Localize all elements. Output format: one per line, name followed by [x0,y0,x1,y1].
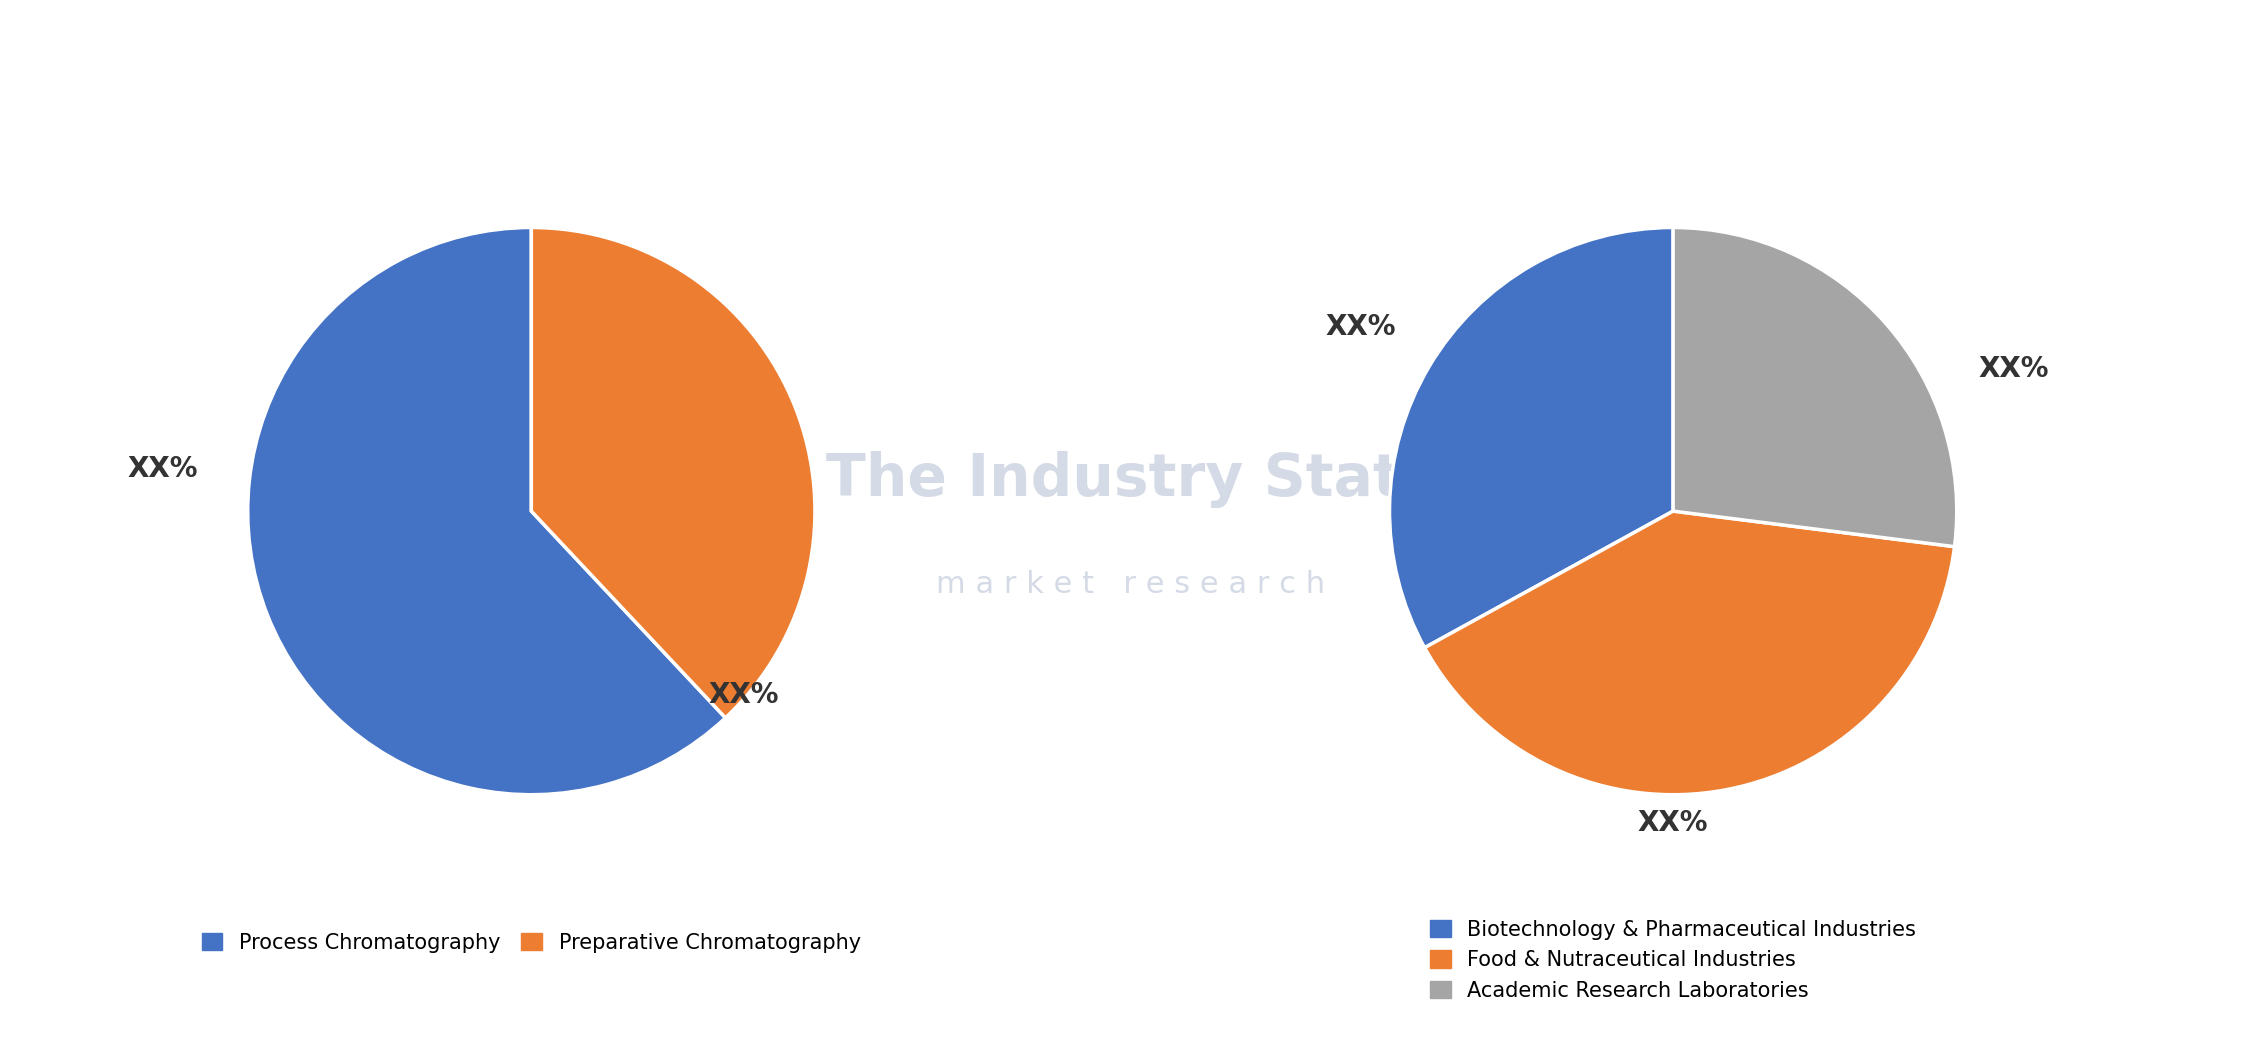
Text: Website: www.theindustrystats.com: Website: www.theindustrystats.com [1816,1004,2216,1023]
Wedge shape [1424,511,1954,795]
Legend: Biotechnology & Pharmaceutical Industries, Food & Nutraceutical Industries, Acad: Biotechnology & Pharmaceutical Industrie… [1422,911,1924,1008]
Wedge shape [1391,227,1673,647]
Wedge shape [249,227,726,795]
Wedge shape [1673,227,1956,547]
Text: XX%: XX% [1637,809,1709,837]
Text: XX%: XX% [1978,355,2048,383]
Text: The Industry Stats: The Industry Stats [825,451,1436,508]
Text: Fig. Global Process and Preparative Chromatography Market Share by Product Types: Fig. Global Process and Preparative Chro… [45,33,1675,60]
Text: m a r k e t   r e s e a r c h: m a r k e t r e s e a r c h [936,570,1325,600]
Text: XX%: XX% [127,454,199,483]
Wedge shape [531,227,814,718]
Legend: Process Chromatography, Preparative Chromatography: Process Chromatography, Preparative Chro… [192,925,870,961]
Text: Source: Theindustrystats Analysis: Source: Theindustrystats Analysis [45,1004,421,1023]
Text: XX%: XX% [1325,313,1397,341]
Text: XX%: XX% [708,681,780,710]
Text: Email: sales@theindustrystats.com: Email: sales@theindustrystats.com [938,1004,1323,1023]
